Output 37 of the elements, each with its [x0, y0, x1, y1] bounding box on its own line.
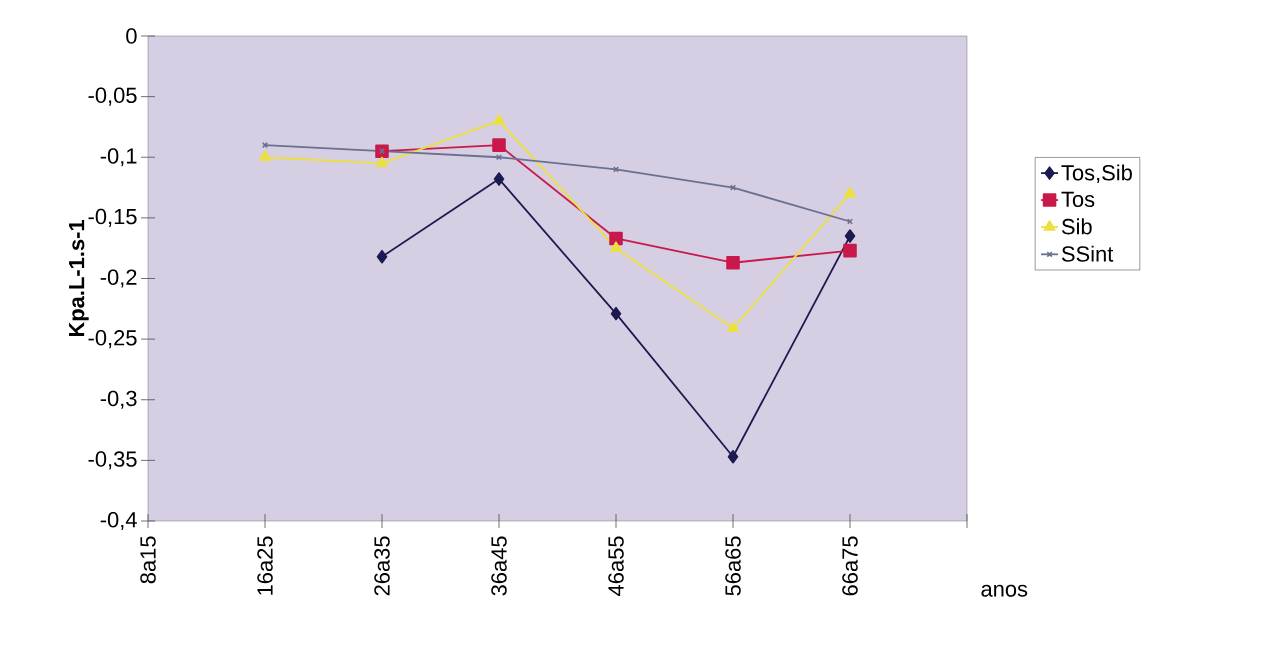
x-tick-label: 66a75 — [842, 536, 858, 596]
y-axis-title: Kpa.L-1.s-1 — [69, 220, 89, 337]
point — [844, 229, 856, 243]
point — [376, 156, 388, 168]
point — [726, 255, 740, 270]
y-tick-label: -0,3 — [100, 390, 137, 409]
point — [610, 306, 622, 321]
y-tick-label: -0,1 — [100, 148, 137, 167]
legend-label: Tos,Sib — [1061, 164, 1132, 184]
legend-label: Sib — [1061, 218, 1092, 235]
y-tick-label: -0,25 — [88, 330, 137, 349]
point — [492, 138, 506, 152]
point — [727, 321, 739, 332]
x-tick-label: 8a15 — [140, 536, 156, 584]
point — [727, 449, 739, 464]
legend-label: SSint — [1061, 245, 1114, 262]
point — [493, 114, 505, 125]
point — [610, 241, 622, 252]
point — [609, 231, 623, 246]
x-tick-label: 16a25 — [257, 536, 273, 595]
point — [376, 249, 388, 264]
y-tick-label: 0 — [126, 28, 137, 44]
point — [259, 150, 271, 162]
point — [493, 172, 505, 186]
y-tick-label: -0,15 — [88, 208, 137, 227]
y-tick-label: -0,05 — [88, 87, 137, 106]
x-tick-label: 36a45 — [491, 536, 507, 596]
x-tick-label: 56a65 — [725, 536, 741, 596]
point — [844, 186, 856, 198]
y-tick-label: -0,4 — [100, 511, 137, 531]
x-axis-title: anos — [981, 584, 1028, 597]
x-tick-label: 26a35 — [374, 536, 390, 596]
legend-label: Tos — [1061, 191, 1095, 208]
point — [843, 243, 857, 258]
y-tick-label: -0,35 — [88, 451, 137, 470]
x-tick-label: 46a55 — [608, 536, 624, 596]
y-tick-label: -0,2 — [100, 269, 137, 288]
